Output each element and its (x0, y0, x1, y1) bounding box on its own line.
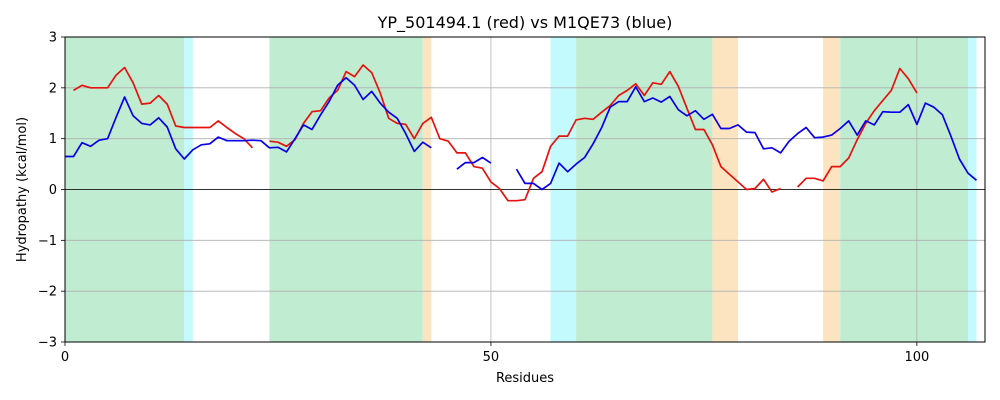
y-tick-label: 0 (49, 183, 57, 198)
series-lines (65, 64, 978, 202)
x-tick-label: 100 (904, 350, 929, 365)
y-tick-label: 2 (49, 81, 57, 96)
x-tick-label: 0 (61, 350, 69, 365)
axis-ticks: 0 50 100 −3 −2 −1 0 1 2 3 (38, 31, 929, 366)
y-tick-label: 3 (49, 31, 57, 46)
y-axis-label: Hydropathy (kcal/mol) (15, 117, 30, 262)
chart-title: YP_501494.1 (red) vs M1QE73 (blue) (377, 13, 673, 33)
x-axis-label: Residues (496, 371, 554, 386)
series-line-blue (65, 76, 978, 191)
y-tick-label: −2 (38, 285, 57, 300)
y-tick-label: 1 (49, 132, 57, 147)
y-tick-label: −3 (38, 336, 57, 351)
series-line-red (73, 64, 918, 202)
y-tick-label: −1 (38, 234, 57, 249)
x-tick-label: 50 (483, 350, 500, 365)
